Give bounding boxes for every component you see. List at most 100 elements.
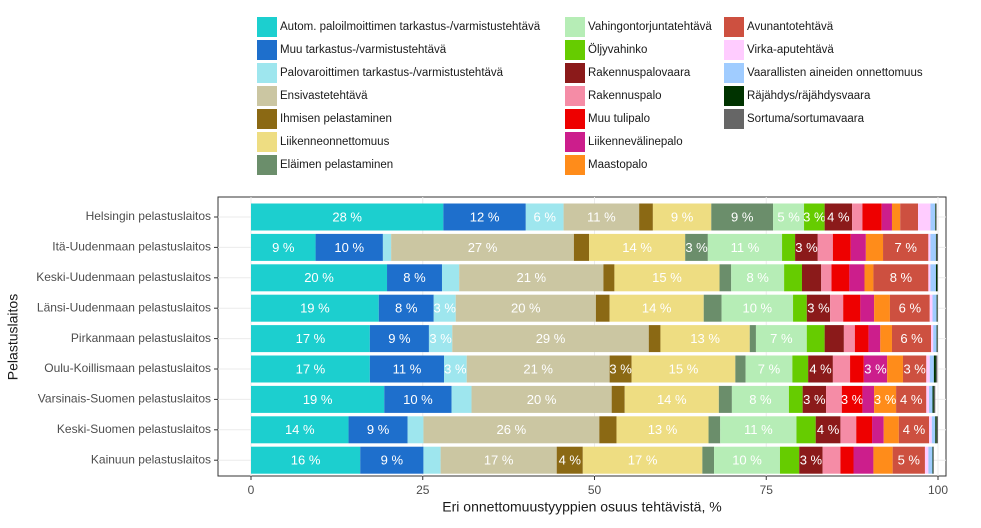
bar-segment xyxy=(900,203,919,231)
bar-segment xyxy=(251,355,370,383)
bar-segment xyxy=(582,446,703,474)
value-label: 19 % xyxy=(300,301,330,316)
value-label: 3 % xyxy=(874,392,897,407)
bar-segment xyxy=(387,264,442,292)
value-label: 3 % xyxy=(807,301,830,316)
bar-segment xyxy=(652,203,712,231)
bar-segment xyxy=(251,203,444,231)
bar-segment xyxy=(782,233,796,261)
value-label: 17 % xyxy=(628,453,658,468)
legend-label: Maastopalo xyxy=(588,159,647,171)
legend-label: Liikenneonnettomuus xyxy=(280,136,390,148)
legend-swatch xyxy=(724,86,744,106)
bar-segment xyxy=(868,325,881,353)
value-label: 3 % xyxy=(864,361,887,376)
bar-segment xyxy=(830,294,844,322)
bar-segment xyxy=(784,264,802,292)
bar-segment xyxy=(850,233,866,261)
value-label: 11 % xyxy=(587,209,616,224)
value-label: 11 % xyxy=(393,361,422,376)
y-tick-label: Helsingin pelastuslaitos xyxy=(86,209,211,223)
legend-swatch xyxy=(257,86,277,106)
bar-segment xyxy=(873,446,893,474)
bar-segment xyxy=(874,294,890,322)
value-label: 8 % xyxy=(395,301,418,316)
bar-segment xyxy=(852,203,863,231)
bar-segment xyxy=(749,325,756,353)
bar-segment xyxy=(933,355,936,383)
bar-segment xyxy=(731,264,785,292)
bar-segment xyxy=(720,416,797,444)
bar-segment xyxy=(892,446,925,474)
bar-segment xyxy=(930,264,936,292)
y-tick-label: Pirkanmaan pelastuslaitos xyxy=(71,331,211,345)
value-label: 7 % xyxy=(770,331,793,346)
value-label: 11 % xyxy=(744,422,773,437)
bar-segment xyxy=(792,355,809,383)
bar-segment xyxy=(929,355,934,383)
value-label: 20 % xyxy=(304,270,334,285)
x-tick-label: 75 xyxy=(760,483,774,497)
legend-swatch xyxy=(724,109,744,129)
legend-label: Rakennuspalo xyxy=(588,90,662,102)
value-label: 7 % xyxy=(758,361,781,376)
value-label: 10 % xyxy=(403,392,433,407)
legend-label: Vahingontorjuntatehtävä xyxy=(588,21,712,33)
bar-segment xyxy=(808,355,833,383)
value-label: 19 % xyxy=(303,392,333,407)
y-tick-label: Kainuun pelastuslaitos xyxy=(91,452,211,466)
bar-segment xyxy=(863,355,888,383)
bar-segment xyxy=(881,203,892,231)
bar-segment xyxy=(873,264,929,292)
bar-segment xyxy=(685,233,708,261)
legend-swatch xyxy=(565,109,585,129)
bar-segment xyxy=(935,416,937,444)
legend-swatch xyxy=(724,17,744,37)
bar-segment xyxy=(251,325,370,353)
bar-segment xyxy=(459,264,604,292)
legend-swatch xyxy=(565,132,585,152)
bar-segment xyxy=(926,355,930,383)
bar-segment xyxy=(773,203,805,231)
value-label: 9 % xyxy=(272,240,295,255)
bar-segment xyxy=(933,385,936,413)
value-label: 27 % xyxy=(468,240,498,255)
bar-segment xyxy=(936,294,938,322)
bar-segment xyxy=(443,203,526,231)
value-label: 21 % xyxy=(523,361,553,376)
legend-swatch xyxy=(257,132,277,152)
bar-segment xyxy=(714,446,780,474)
value-label: 6 % xyxy=(900,331,923,346)
bar-segment xyxy=(902,355,927,383)
bar-segment xyxy=(935,264,938,292)
value-label: 3 % xyxy=(841,392,864,407)
value-label: 14 % xyxy=(285,422,315,437)
bar-segment xyxy=(731,385,789,413)
value-label: 8 % xyxy=(746,270,769,285)
legend-swatch xyxy=(257,40,277,60)
bar-segment xyxy=(843,294,861,322)
bar-segment xyxy=(251,416,349,444)
value-label: 14 % xyxy=(657,392,687,407)
bar-segment xyxy=(793,294,807,322)
bar-segment xyxy=(599,416,617,444)
legend-label: Ihmisen pelastaminen xyxy=(280,113,392,125)
legend-label: Eläimen pelastaminen xyxy=(280,159,393,171)
value-label: 9 % xyxy=(367,422,390,437)
legend-swatch xyxy=(257,63,277,83)
value-label: 13 % xyxy=(690,331,720,346)
bar-segment xyxy=(937,325,938,353)
value-label: 9 % xyxy=(381,453,404,468)
bar-segment xyxy=(718,385,732,413)
value-label: 15 % xyxy=(652,270,682,285)
bar-segment xyxy=(936,416,938,444)
bar-segment xyxy=(872,416,884,444)
bar-segment xyxy=(382,233,392,261)
value-label: 13 % xyxy=(648,422,678,437)
bar-segment xyxy=(360,446,424,474)
bar-segment xyxy=(573,233,590,261)
value-label: 16 % xyxy=(291,453,321,468)
value-label: 26 % xyxy=(497,422,527,437)
bar-segment xyxy=(936,233,938,261)
